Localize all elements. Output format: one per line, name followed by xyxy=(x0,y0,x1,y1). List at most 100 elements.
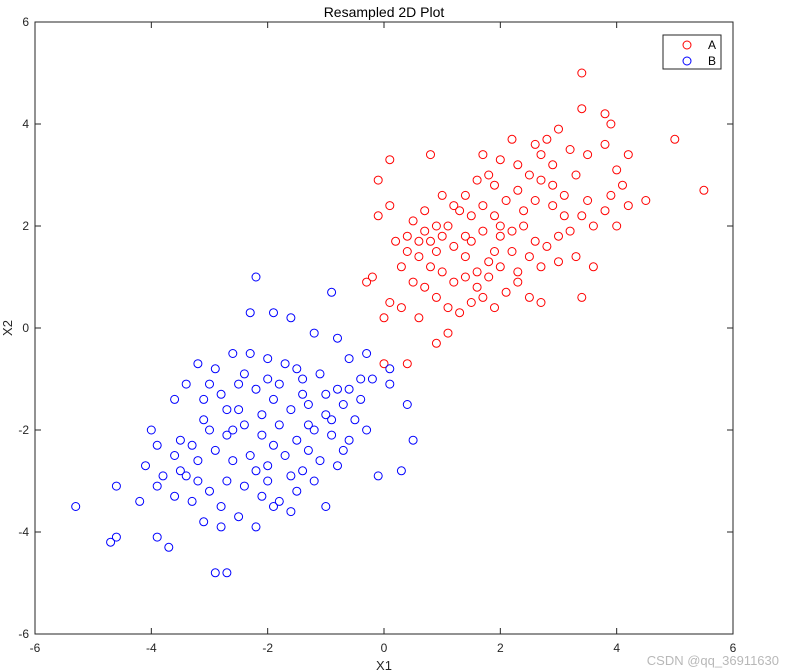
data-point-B xyxy=(344,435,354,445)
data-point-B xyxy=(146,425,156,435)
data-point-B xyxy=(362,425,372,435)
data-point-A xyxy=(396,262,406,272)
x-tick-label: 0 xyxy=(381,641,388,655)
data-point-A xyxy=(472,267,482,277)
y-tick-label: 4 xyxy=(22,117,29,131)
data-point-A xyxy=(385,298,395,307)
data-point-A xyxy=(449,201,459,211)
data-point-B xyxy=(111,481,121,491)
data-point-B xyxy=(239,369,249,379)
data-point-B xyxy=(373,471,383,481)
data-point-B xyxy=(199,517,209,527)
data-point-A xyxy=(542,134,552,144)
data-point-B xyxy=(292,364,302,374)
data-point-B xyxy=(274,379,284,389)
data-point-A xyxy=(449,241,459,251)
data-point-B xyxy=(356,394,366,404)
data-point-B xyxy=(152,532,162,542)
data-point-A xyxy=(460,252,470,262)
data-point-A xyxy=(460,231,470,241)
data-point-A xyxy=(606,119,616,129)
data-point-B xyxy=(222,568,232,578)
data-point-B xyxy=(111,532,121,542)
legend-label-A: A xyxy=(708,38,716,52)
data-point-B xyxy=(385,379,395,389)
data-point-A xyxy=(478,150,488,160)
data-point-A xyxy=(530,139,540,149)
data-point-B xyxy=(181,379,191,389)
data-point-A xyxy=(583,196,593,205)
data-point-A xyxy=(513,267,523,277)
data-point-A xyxy=(577,292,587,302)
data-point-A xyxy=(699,185,709,195)
x-tick-label: -4 xyxy=(146,641,157,655)
data-point-B xyxy=(193,359,203,369)
data-point-A xyxy=(437,267,447,277)
data-point-B xyxy=(257,430,267,440)
data-point-B xyxy=(303,400,313,409)
data-point-B xyxy=(321,502,331,511)
data-point-A xyxy=(623,150,633,160)
data-point-B xyxy=(309,476,319,486)
data-point-A xyxy=(408,277,418,287)
data-point-A xyxy=(559,211,569,221)
data-point-B xyxy=(228,425,238,435)
legend-box xyxy=(662,34,722,70)
data-point-A xyxy=(466,236,476,246)
legend-marker-A xyxy=(682,40,692,50)
data-point-A xyxy=(379,359,389,369)
data-point-B xyxy=(298,389,308,399)
data-point-A xyxy=(478,292,488,302)
data-point-A xyxy=(571,170,581,180)
data-point-A xyxy=(455,206,465,216)
data-point-B xyxy=(216,522,226,532)
data-point-A xyxy=(507,226,517,236)
data-point-B xyxy=(71,502,81,511)
data-point-A xyxy=(443,303,453,313)
x-tick-label: 2 xyxy=(497,641,504,655)
y-tick-label: -4 xyxy=(18,525,29,539)
data-point-B xyxy=(274,496,284,506)
data-point-B xyxy=(338,445,348,455)
data-point-B xyxy=(408,435,418,445)
data-point-A xyxy=(379,313,389,323)
data-point-B xyxy=(280,359,290,369)
data-point-A xyxy=(484,170,494,180)
x-tick-label: 6 xyxy=(730,641,737,655)
data-point-B xyxy=(222,430,232,440)
series-B xyxy=(71,272,418,578)
data-point-A xyxy=(420,226,430,236)
data-point-B xyxy=(205,379,214,389)
data-point-A xyxy=(548,201,558,211)
data-point-A xyxy=(437,190,447,200)
data-point-A xyxy=(554,257,563,267)
data-point-B xyxy=(292,435,302,445)
data-point-B xyxy=(234,405,244,415)
data-point-A xyxy=(449,277,459,287)
data-point-A xyxy=(530,196,540,205)
data-point-A xyxy=(460,190,470,200)
data-point-B xyxy=(257,410,267,420)
data-point-A xyxy=(524,252,534,262)
data-point-B xyxy=(263,476,273,486)
x-tick-label: -6 xyxy=(30,641,41,655)
data-point-A xyxy=(402,231,412,241)
data-point-A xyxy=(490,211,499,221)
data-point-B xyxy=(175,435,185,445)
data-point-A xyxy=(554,124,563,134)
data-point-B xyxy=(327,287,337,297)
data-point-A xyxy=(385,201,395,211)
data-point-B xyxy=(222,476,232,486)
data-point-A xyxy=(507,247,517,256)
data-point-A xyxy=(455,308,465,318)
data-point-B xyxy=(251,384,261,394)
data-point-B xyxy=(251,522,261,532)
y-tick-label: -6 xyxy=(18,627,29,641)
data-point-A xyxy=(536,150,546,160)
data-point-A xyxy=(431,247,441,256)
data-point-B xyxy=(315,456,325,466)
data-point-B xyxy=(269,394,278,404)
data-point-A xyxy=(612,221,622,231)
legend-label-B: B xyxy=(708,54,716,68)
data-point-B xyxy=(193,456,203,466)
